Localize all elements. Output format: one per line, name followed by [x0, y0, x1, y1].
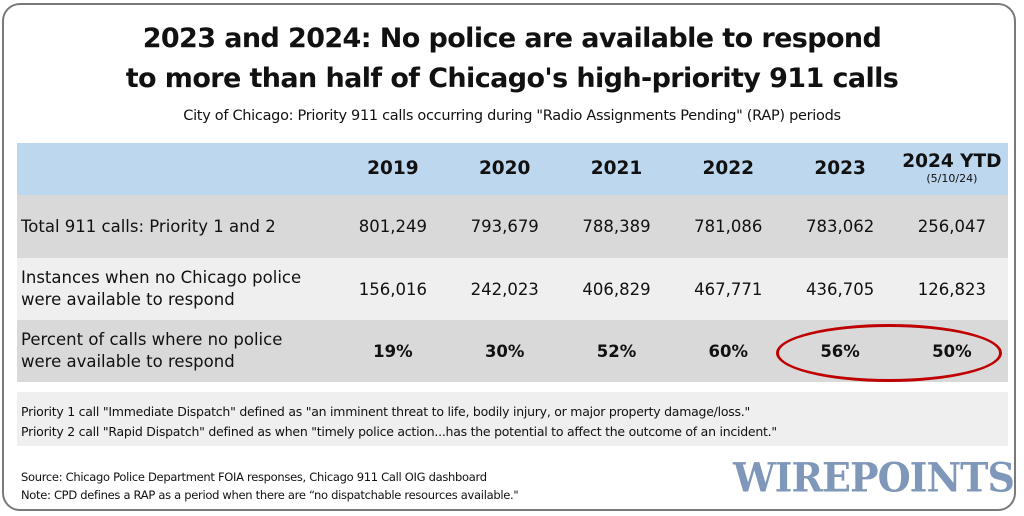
- table-cell: 467,771: [694, 279, 763, 299]
- table-cell: 256,047: [917, 217, 986, 236]
- table-cell: 781,086: [694, 217, 763, 236]
- table-cell: 788,389: [582, 217, 651, 236]
- row-label-line: Percent of calls where no police: [21, 330, 283, 349]
- row-label-line: were available to respond: [21, 290, 235, 309]
- table-cell-percent: 30%: [484, 341, 525, 361]
- definitions-box: Priority 1 call "Immediate Dispatch" def…: [17, 392, 1008, 446]
- wirepoints-logo: WIREPOINTS: [733, 453, 1015, 502]
- row-label-line: Instances when no Chicago police: [21, 268, 302, 287]
- row-label: Percent of calls where no police were ava…: [17, 329, 337, 373]
- table-cell-percent: 60%: [708, 341, 749, 361]
- table-cell-percent: 56%: [820, 341, 860, 361]
- title-line-2: to more than half of Chicago's high-prio…: [125, 63, 899, 94]
- row-label: Instances when no Chicago police were ava…: [17, 267, 337, 311]
- column-header: 2024 YTD (5/10/24): [896, 152, 1008, 186]
- definition-priority-2: Priority 2 call "Rapid Dispatch" defined…: [21, 424, 777, 439]
- row-label-line: Total 911 calls: Priority 1 and 2: [21, 216, 276, 236]
- table-row: Total 911 calls: Priority 1 and 2 801,24…: [17, 195, 1008, 258]
- source-block: Source: Chicago Police Department FOIA r…: [21, 468, 519, 504]
- table-cell: 156,016: [358, 279, 428, 299]
- table-row: Percent of calls where no police were ava…: [17, 320, 1008, 382]
- column-header-label: 2024 YTD: [902, 151, 1002, 172]
- source-text: Source: Chicago Police Department FOIA r…: [21, 470, 487, 484]
- column-header: 2020: [449, 159, 561, 179]
- table-cell-percent: 19%: [373, 341, 413, 361]
- column-header-label: 2019: [367, 158, 419, 179]
- column-header-label: 2023: [814, 158, 866, 179]
- column-header: 2019: [337, 159, 449, 179]
- column-header: 2022: [672, 159, 784, 179]
- column-header-sublabel: (5/10/24): [926, 172, 978, 185]
- table-cell: 406,829: [582, 279, 651, 299]
- subtitle: City of Chicago: Priority 911 calls occu…: [183, 108, 841, 124]
- table-cell: 242,023: [470, 279, 539, 299]
- table-cell: 126,823: [917, 279, 986, 299]
- row-label: Total 911 calls: Priority 1 and 2: [17, 216, 337, 238]
- column-header: 2021: [561, 159, 673, 179]
- table-cell: 783,062: [805, 217, 875, 236]
- table-row: Instances when no Chicago police were ava…: [17, 258, 1008, 320]
- title-line-1: 2023 and 2024: No police are available t…: [142, 23, 882, 54]
- table-cell: 793,679: [470, 217, 539, 236]
- column-header-label: 2021: [590, 158, 643, 179]
- row-label-line: were available to respond: [21, 352, 235, 371]
- column-header: 2023: [784, 159, 896, 179]
- table-cell: 436,705: [805, 279, 875, 299]
- table-cell-percent: 52%: [596, 341, 637, 361]
- definition-priority-1: Priority 1 call "Immediate Dispatch" def…: [21, 404, 750, 419]
- column-header-label: 2022: [702, 158, 755, 179]
- column-header-label: 2020: [478, 158, 531, 179]
- note-text: Note: CPD defines a RAP as a period when…: [21, 488, 519, 502]
- table-cell-percent: 50%: [932, 341, 972, 361]
- table-cell: 801,249: [358, 217, 428, 236]
- table-header-row: 2019 2020 2021 2022 2023 2024 YTD (5/10/2…: [17, 143, 1008, 195]
